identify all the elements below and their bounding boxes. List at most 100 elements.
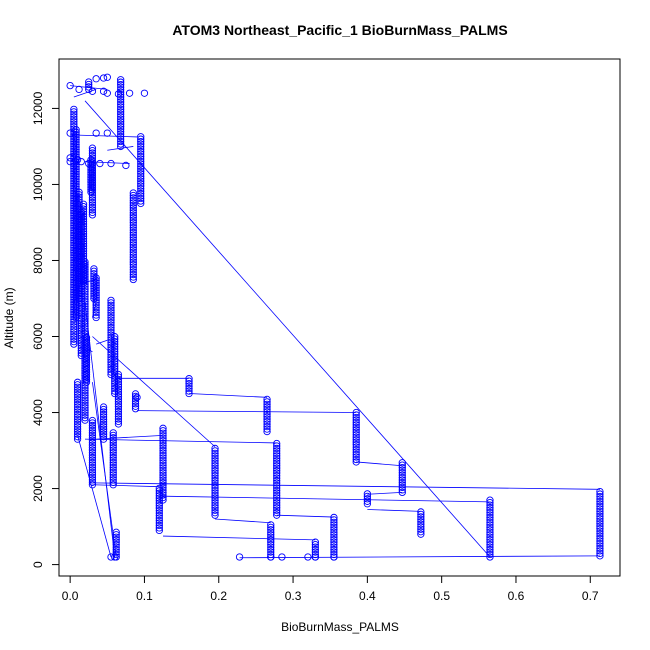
data-point	[90, 272, 98, 280]
series-line-segment	[96, 339, 108, 345]
data-point	[273, 501, 281, 509]
data-point	[88, 419, 97, 427]
data-point	[159, 437, 167, 445]
data-point	[267, 531, 275, 539]
data-point	[486, 553, 494, 561]
data-point	[81, 302, 89, 311]
data-point	[88, 159, 97, 167]
data-point	[73, 386, 82, 394]
data-point	[73, 410, 82, 419]
data-point	[81, 305, 89, 313]
data-point	[72, 126, 80, 134]
data-point	[417, 515, 425, 524]
data-point	[111, 350, 119, 358]
data-point	[185, 382, 193, 390]
data-point	[79, 203, 88, 211]
series-line-segment	[137, 410, 357, 413]
data-point	[117, 78, 125, 86]
data-point	[129, 211, 137, 219]
data-point	[131, 405, 140, 413]
data-point	[72, 145, 80, 154]
data-point	[486, 518, 494, 527]
data-point	[596, 490, 604, 498]
data-point	[129, 258, 137, 266]
x-tick-label: 0.6	[508, 589, 525, 603]
data-point	[417, 520, 425, 528]
y-tick-label: 2000	[31, 475, 45, 502]
data-point	[73, 420, 82, 428]
data-point	[398, 488, 406, 497]
data-point	[70, 328, 78, 336]
data-point	[114, 398, 123, 406]
data-point	[596, 542, 604, 550]
data-point	[352, 450, 360, 459]
data-point	[273, 457, 281, 465]
data-point	[92, 291, 100, 299]
data-point	[273, 464, 281, 472]
data-point	[72, 303, 80, 312]
data-point	[81, 280, 89, 288]
data-point	[263, 425, 271, 433]
data-point	[103, 89, 111, 97]
data-point	[111, 553, 119, 561]
data-point	[596, 495, 604, 503]
data-point	[117, 113, 125, 121]
data-point	[131, 397, 140, 405]
data-point	[109, 434, 117, 442]
data-point	[267, 533, 275, 541]
data-point	[417, 508, 425, 516]
data-point	[70, 118, 78, 126]
data-point	[79, 242, 88, 250]
data-point	[88, 478, 97, 486]
data-point	[273, 439, 281, 448]
data-point	[155, 521, 163, 530]
data-point	[99, 433, 108, 441]
data-point	[596, 525, 604, 533]
data-point	[111, 352, 119, 361]
data-point	[70, 323, 78, 331]
series-line-segment	[215, 518, 271, 524]
data-point	[330, 518, 338, 527]
data-point	[72, 163, 80, 171]
data-point	[185, 389, 193, 398]
data-point	[72, 173, 80, 181]
data-point	[81, 394, 89, 402]
data-point	[211, 447, 219, 455]
x-tick-label: 0.4	[359, 589, 376, 603]
data-point	[211, 484, 219, 492]
data-point	[92, 306, 100, 314]
data-point	[398, 461, 406, 469]
data-point	[92, 296, 100, 304]
data-point	[109, 468, 117, 477]
data-point	[82, 353, 91, 362]
data-point	[129, 216, 137, 224]
data-point	[85, 78, 93, 86]
data-point	[109, 461, 117, 469]
data-point	[486, 540, 494, 549]
data-point	[117, 123, 125, 131]
data-point	[159, 439, 167, 447]
data-point	[107, 304, 115, 312]
data-point	[117, 140, 125, 148]
series-line-segment	[73, 89, 97, 98]
data-point	[107, 311, 115, 319]
data-point	[486, 516, 494, 524]
data-point	[330, 545, 338, 554]
data-point	[99, 420, 108, 428]
data-point	[88, 186, 97, 194]
data-point	[81, 317, 89, 325]
data-point	[137, 187, 145, 195]
data-point	[211, 449, 219, 458]
data-point	[81, 290, 89, 298]
data-point	[82, 338, 91, 347]
data-point	[79, 249, 88, 258]
data-point	[111, 365, 119, 373]
data-point	[273, 496, 281, 505]
data-point	[70, 337, 78, 346]
data-point	[81, 275, 89, 283]
data-point	[88, 203, 97, 212]
data-point	[99, 413, 108, 421]
data-point	[88, 451, 97, 459]
data-point	[211, 486, 219, 495]
data-point	[267, 540, 275, 549]
